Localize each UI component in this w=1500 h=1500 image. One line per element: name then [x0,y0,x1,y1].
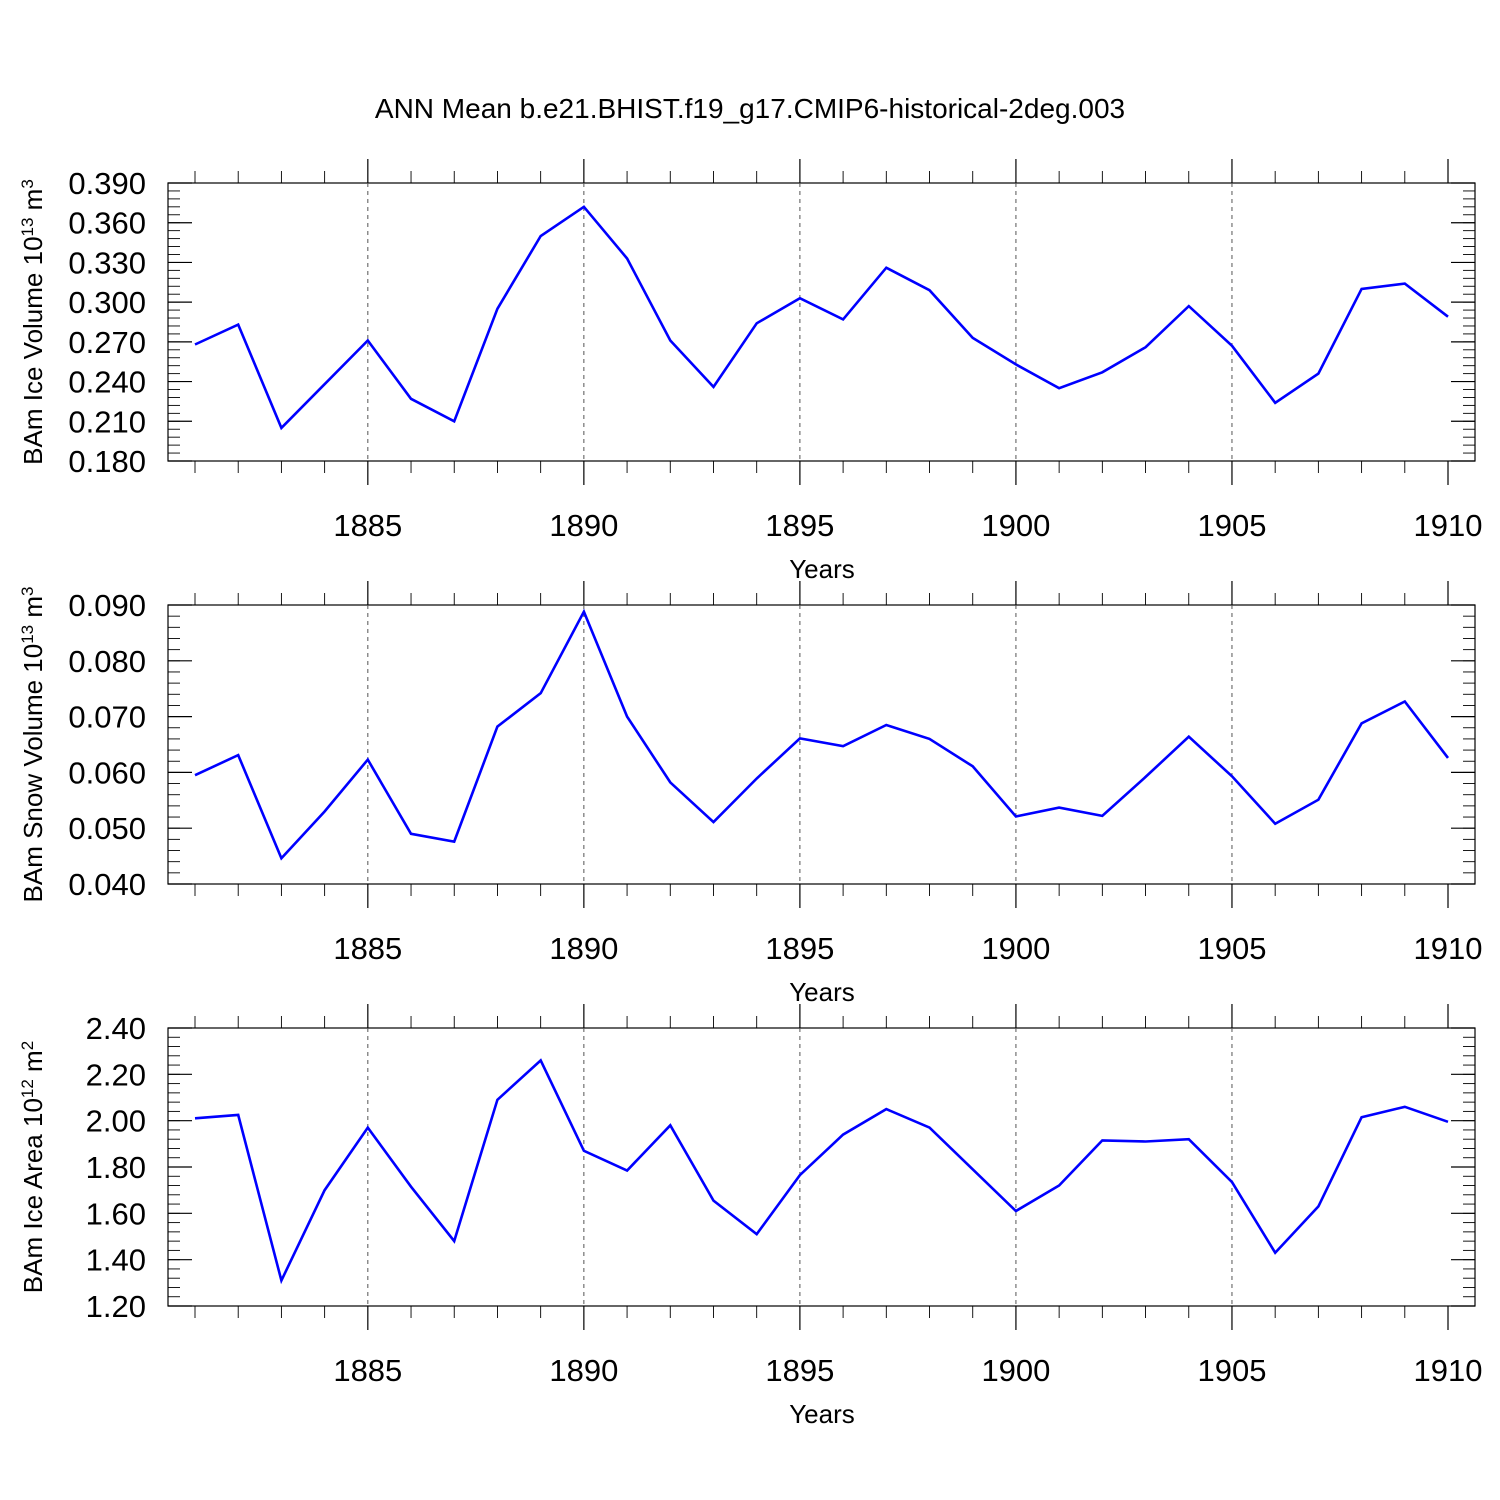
y-tick-label: 0.070 [68,700,146,735]
x-axis-title: Years [789,554,855,584]
y-axis-title-part: BAm Ice Area 10 [18,1098,48,1293]
y-axis-title-superscript: 13 [18,625,37,644]
x-tick-label: 1910 [1414,931,1483,966]
y-tick-label: 0.060 [68,755,146,790]
x-tick-label: 1910 [1414,1353,1483,1388]
x-tick-label: 1890 [549,1353,618,1388]
x-tick-label: 1885 [333,508,402,543]
y-tick-label: 0.090 [68,588,146,623]
y-tick-label: 0.240 [68,365,146,400]
y-tick-label: 2.00 [86,1104,146,1139]
x-tick-label: 1900 [981,1353,1050,1388]
plot-frame [167,182,1476,462]
y-axis-title-part: m [18,1050,48,1079]
y-tick-label: 1.60 [86,1196,146,1231]
y-tick-label: 2.40 [86,1011,146,1046]
x-tick-label: 1895 [765,1353,834,1388]
panel-3: 1885 1890 1895 1900 1905 1910 Years 1.20 1.40 1.6… [18,1004,1483,1429]
y-tick-label: 0.050 [68,811,146,846]
y-axis-title: BAm Snow Volume 1013 m3 [18,587,49,903]
y-tick-label: 0.180 [68,444,146,479]
y-tick-label: 2.20 [86,1057,146,1092]
x-tick-label: 1885 [333,931,402,966]
plot-frame [167,604,1476,885]
y-tick-label: 1.20 [86,1289,146,1324]
y-axis-title-superscript: 2 [18,1041,37,1050]
x-tick-label: 1895 [765,508,834,543]
plot-frame [167,1027,1476,1307]
y-tick-label: 0.360 [68,206,146,241]
y-tick-label: 0.330 [68,245,146,280]
x-tick-label: 1885 [333,1353,402,1388]
y-tick-label: 1.80 [86,1150,146,1185]
panel-1: 1885 1890 1895 1900 1905 1910 Years 0.180 0.210 0… [18,159,1483,584]
x-tick-label: 1900 [981,931,1050,966]
x-tick-label: 1905 [1197,931,1266,966]
y-axis-title-part: m [18,189,48,218]
y-tick-label: 0.080 [68,644,146,679]
x-tick-label: 1900 [981,508,1050,543]
y-axis-title-superscript: 3 [18,587,37,596]
x-tick-label: 1905 [1197,508,1266,543]
y-axis-title-part: BAm Ice Volume 10 [18,236,48,464]
x-tick-label: 1910 [1414,508,1483,543]
x-tick-label: 1890 [549,931,618,966]
y-axis-title-superscript: 12 [18,1079,37,1098]
x-tick-label: 1905 [1197,1353,1266,1388]
y-axis-title: BAm Ice Volume 1013 m3 [18,179,49,465]
series-line [194,1058,1449,1285]
y-tick-label: 0.300 [68,285,146,320]
y-axis-title-part: BAm Snow Volume 10 [18,644,48,903]
x-tick-label: 1890 [549,508,618,543]
y-tick-label: 1.40 [86,1243,146,1278]
series-line [194,608,1450,861]
y-tick-label: 0.210 [68,404,146,439]
x-tick-label: 1895 [765,931,834,966]
panel-2: 1885 1890 1895 1900 1905 1910 Years 0.040 0.050 0… [18,581,1483,1007]
x-axis-title: Years [789,977,855,1007]
y-axis-title-part: m [18,596,48,625]
y-tick-label: 0.270 [68,325,146,360]
y-tick-label: 0.040 [68,867,146,902]
x-axis-title: Years [789,1399,855,1429]
y-axis-title-superscript: 3 [18,179,37,188]
y-axis-title-superscript: 13 [18,218,37,237]
chart-title: ANN Mean b.e21.BHIST.f19_g17.CMIP6-histo… [375,93,1125,124]
chart-panels: 1885 1890 1895 1900 1905 1910 Years 0.180 0.210 0… [18,159,1483,1429]
y-axis-title: BAm Ice Area 1012 m2 [18,1041,49,1293]
series-line [194,205,1449,431]
y-tick-label: 0.390 [68,166,146,201]
